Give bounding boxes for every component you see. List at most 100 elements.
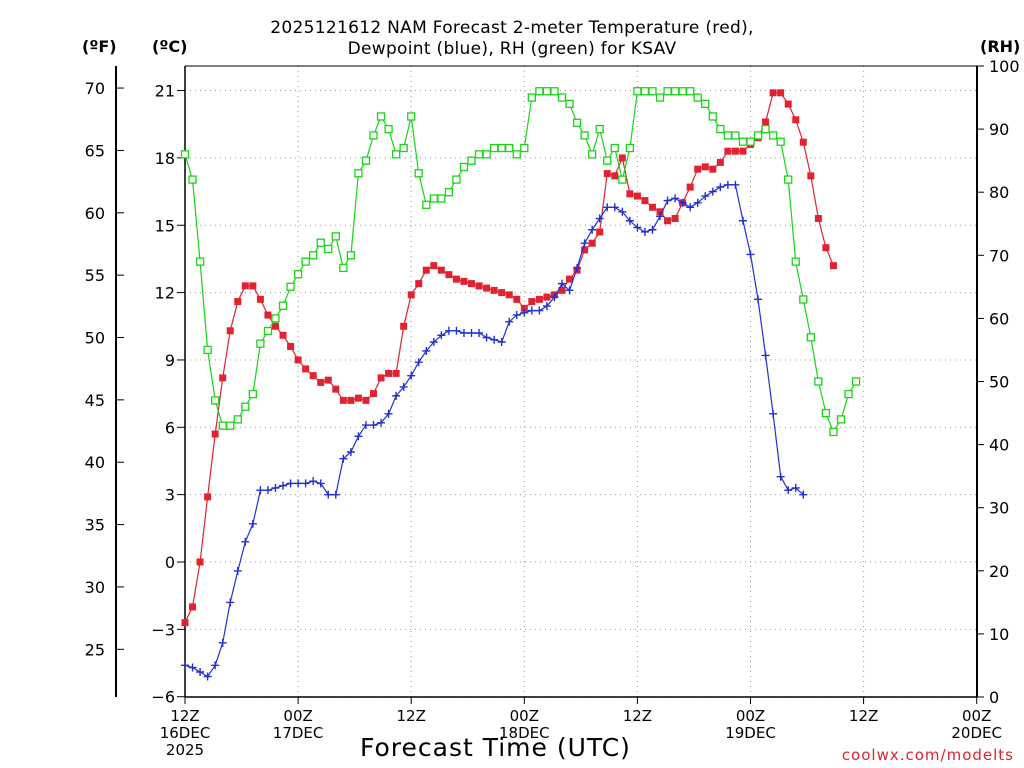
rh-point: [211, 396, 220, 405]
temperature-point: [407, 291, 415, 299]
celsius-tick-label: 15: [155, 216, 175, 235]
celsius-tick-label: 3: [165, 486, 175, 505]
rh-point: [640, 87, 650, 96]
dewpoint-point: [294, 479, 303, 488]
rh-point: [708, 112, 717, 121]
temperature-point: [460, 277, 468, 285]
dewpoint-point: [437, 331, 446, 340]
celsius-unit-label: (ºC): [152, 37, 188, 56]
rh-point: [746, 137, 755, 146]
rh-point: [753, 131, 763, 140]
rh-tick-label: 70: [989, 246, 1009, 265]
fahrenheit-tick-label: 65: [85, 141, 105, 160]
fahrenheit-tick-label: 60: [85, 204, 105, 223]
rh-point: [595, 124, 604, 134]
rh-point: [376, 112, 386, 121]
rh-tick-label: 90: [989, 120, 1009, 139]
temperature-point: [709, 165, 717, 173]
celsius-tick-label: −3: [151, 620, 175, 639]
rh-point: [241, 402, 250, 411]
rh-point: [799, 295, 808, 304]
temperature-point: [362, 396, 370, 404]
fahrenheit-tick-label: 70: [85, 79, 105, 98]
temperature-point: [701, 163, 709, 171]
rh-point: [339, 263, 348, 273]
rh-point: [565, 99, 574, 109]
temperature-point: [588, 239, 596, 247]
dewpoint-point: [558, 279, 566, 288]
rh-tick-label: 0: [989, 688, 999, 707]
temperature-point: [294, 356, 302, 364]
dewpoint-point: [512, 311, 521, 320]
dewpoint-point: [738, 216, 747, 225]
dewpoint-point: [648, 225, 657, 234]
dewpoint-point: [181, 661, 189, 670]
temperature-point: [664, 217, 672, 225]
rh-point: [384, 124, 393, 134]
rh-point: [550, 87, 559, 96]
temperature-point: [731, 147, 739, 155]
temperature-point: [694, 165, 702, 173]
rh-point: [761, 124, 770, 134]
temperature-point: [784, 100, 792, 108]
temperature-point: [475, 282, 483, 290]
temperature-point: [422, 266, 430, 274]
temperature-point: [347, 396, 355, 404]
dewpoint-point: [301, 479, 310, 488]
dewpoint-point: [708, 187, 717, 196]
rh-point: [180, 150, 190, 159]
temperature-point: [234, 298, 242, 306]
dewpoint-point: [324, 490, 333, 499]
celsius-tick-label: −6: [151, 688, 175, 707]
rh-point: [482, 150, 491, 159]
temperature-point: [385, 369, 393, 377]
rh-point: [738, 137, 748, 146]
dewpoint-point: [520, 308, 529, 317]
dewpoint-point: [716, 183, 725, 192]
dewpoint-point: [263, 486, 272, 495]
dewpoint-point: [497, 337, 506, 346]
temperature-point: [430, 262, 438, 270]
temperature-point: [611, 172, 619, 180]
dewpoint-point: [754, 295, 763, 304]
rh-tick-label: 30: [989, 499, 1009, 518]
temperature-point: [204, 493, 212, 501]
temperature-point: [468, 280, 476, 288]
dewpoint-point: [392, 391, 401, 400]
rh-point: [768, 131, 778, 140]
temperature-point: [799, 138, 807, 146]
x-tick-label: 00Z: [736, 707, 765, 725]
fahrenheit-tick-label: 25: [85, 640, 105, 659]
temperature-point: [596, 228, 604, 236]
dewpoint-point: [256, 486, 265, 495]
dewpoint-point: [791, 483, 800, 492]
x-tick-label: 00Z: [962, 707, 991, 725]
dewpoint-point: [452, 326, 461, 335]
temperature-point: [520, 304, 528, 312]
rh-point: [316, 238, 325, 247]
dewpoint-point: [203, 672, 212, 681]
rh-point: [776, 137, 785, 146]
credit-link[interactable]: coolwx.com/modelts: [841, 746, 1014, 764]
dewpoint-point: [309, 477, 318, 486]
dewpoint-point: [279, 481, 288, 490]
temperature-point: [762, 118, 770, 126]
rh-point: [467, 156, 476, 165]
dewpoint-point: [384, 409, 393, 418]
dewpoint-point: [467, 329, 476, 338]
dewpoint-point: [784, 486, 793, 495]
dewpoint-point: [339, 454, 348, 463]
rh-point: [301, 257, 310, 266]
rh-point: [588, 150, 597, 159]
dewpoint-point: [399, 382, 408, 391]
fahrenheit-unit-label: (ºF): [82, 37, 117, 56]
rh-point: [278, 301, 288, 310]
x-tick-label: 12Z: [170, 707, 199, 725]
temperature-point: [566, 275, 574, 283]
temperature-point: [535, 295, 543, 303]
celsius-tick-label: 9: [165, 351, 175, 370]
rh-point: [625, 143, 635, 153]
temperature-point: [256, 295, 264, 303]
temperature-point: [264, 311, 272, 319]
